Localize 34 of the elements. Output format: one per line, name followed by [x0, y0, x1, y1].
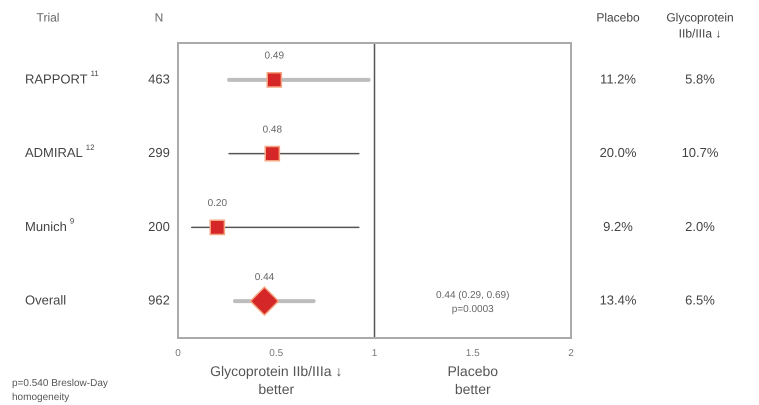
text: 463: [148, 71, 170, 86]
text: 6.5%: [685, 292, 716, 308]
text: 10.7%: [682, 145, 719, 160]
point: [250, 286, 280, 316]
x-tick-label: 0: [175, 348, 182, 359]
point: [266, 72, 282, 88]
data-label: 0.44: [254, 272, 275, 283]
text: p=0.540 Breslow-Day homogeneity: [12, 378, 108, 403]
point: [264, 146, 280, 162]
text: 5.8%: [685, 71, 716, 86]
text: N: [154, 10, 164, 24]
text: Placebo: [596, 10, 640, 24]
y-axis-title: Trial: [36, 10, 60, 24]
data-label: 0.49: [264, 50, 284, 62]
text: 299: [148, 145, 170, 160]
x-tick-label: 1: [372, 348, 378, 359]
x-tick-label: 0.5: [269, 348, 284, 359]
text: Glycoprotein IIb/IIIa ↓: [666, 10, 734, 40]
text: Glycoprotein IIb/IIIa ↓ better: [210, 362, 342, 397]
data-label: 0.48: [262, 124, 282, 136]
annotation: 0.44 (0.29, 0.69) p=0.0003: [436, 290, 510, 315]
text: 2.0%: [685, 218, 716, 234]
point: [209, 220, 226, 236]
text: 13.4%: [600, 292, 637, 308]
y-tick-label: Overall: [25, 292, 66, 308]
text: 9.2%: [603, 218, 634, 234]
x-tick-label: 2: [568, 348, 574, 359]
x-tick-label: 1.5: [466, 348, 480, 359]
text: 20.0%: [600, 145, 637, 160]
text: 11.2%: [600, 71, 636, 86]
text: Placebo better: [447, 362, 498, 397]
text: 962: [148, 292, 170, 308]
data-label: 0.20: [208, 198, 228, 210]
text: 200: [148, 218, 170, 234]
